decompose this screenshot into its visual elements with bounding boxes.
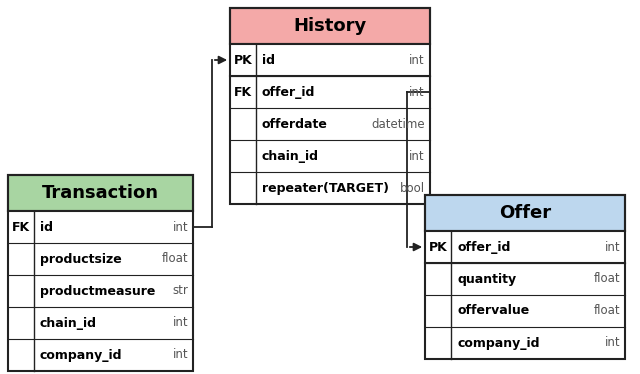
Bar [425,195,625,231]
Text: PK: PK [429,240,447,254]
Text: int: int [604,240,620,254]
Text: id: id [262,53,275,67]
Bar [425,263,451,295]
Bar [8,175,193,371]
Bar [34,339,193,371]
Bar [451,263,625,295]
Text: bool: bool [400,181,425,194]
Text: offerdate: offerdate [262,117,328,131]
Bar [230,8,430,44]
Text: productmeasure: productmeasure [40,285,156,297]
Text: str: str [172,285,188,297]
Text: FK: FK [234,86,252,98]
Text: chain_id: chain_id [262,150,319,162]
Text: offer_id: offer_id [262,86,316,98]
Bar [256,76,430,108]
Text: repeater(TARGET): repeater(TARGET) [262,181,389,194]
Bar [451,231,625,263]
Text: int: int [172,316,188,329]
Text: float: float [161,252,188,266]
Text: int: int [172,349,188,362]
Bar [34,307,193,339]
Text: offer_id: offer_id [457,240,510,254]
Text: float: float [593,273,620,285]
Bar [34,243,193,275]
Text: History: History [293,17,367,35]
Bar [256,108,430,140]
Text: PK: PK [234,53,252,67]
Text: Offer: Offer [499,204,551,222]
Bar [451,295,625,327]
Bar [34,211,193,243]
Text: int: int [604,337,620,349]
Bar [8,307,34,339]
Bar [425,327,451,359]
Text: company_id: company_id [40,349,122,362]
Text: Transaction: Transaction [42,184,159,202]
Text: int: int [410,150,425,162]
Bar [8,275,34,307]
Bar [34,275,193,307]
Text: int: int [410,53,425,67]
Bar [425,195,625,359]
Bar [451,327,625,359]
Bar [8,243,34,275]
Bar [230,44,256,76]
Text: offervalue: offervalue [457,304,529,318]
Bar [230,76,256,108]
Bar [8,211,34,243]
Bar [8,175,193,211]
Bar [256,44,430,76]
Text: int: int [410,86,425,98]
Bar [425,231,451,263]
Bar [256,140,430,172]
Bar [230,8,430,204]
Text: productsize: productsize [40,252,122,266]
Bar [230,108,256,140]
Text: quantity: quantity [457,273,516,285]
Text: float: float [593,304,620,318]
Text: int: int [172,221,188,233]
Text: FK: FK [12,221,30,233]
Bar [8,339,34,371]
Bar [425,295,451,327]
Text: id: id [40,221,53,233]
Text: company_id: company_id [457,337,540,349]
Bar [256,172,430,204]
Bar [230,172,256,204]
Text: chain_id: chain_id [40,316,97,329]
Bar [230,140,256,172]
Text: datetime: datetime [371,117,425,131]
